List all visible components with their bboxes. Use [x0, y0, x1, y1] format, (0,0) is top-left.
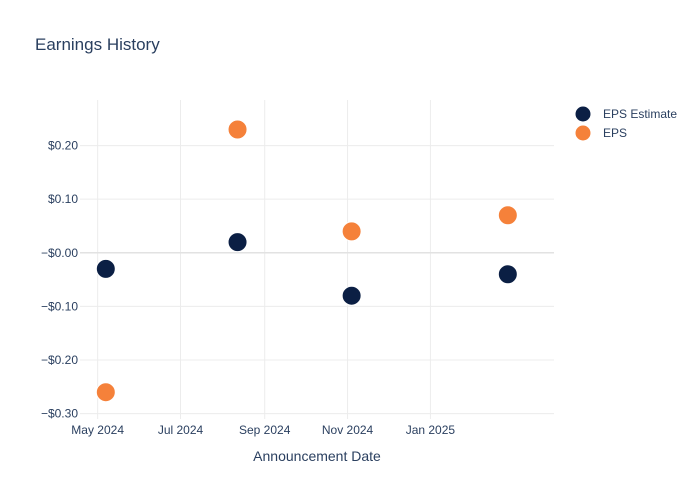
eps-estimate-point[interactable] [227, 232, 248, 253]
eps-estimate-point[interactable] [341, 285, 362, 306]
eps-point[interactable] [497, 205, 518, 226]
x-axis-ticks: May 2024 Jul 2024 Sep 2024 Nov 2024 Jan 2025 [71, 423, 455, 437]
eps-estimate-point[interactable] [497, 264, 518, 285]
chart-title: Earnings History [35, 35, 160, 54]
data-points [95, 119, 518, 403]
x-tick-label: Jul 2024 [158, 423, 204, 437]
legend-label: EPS [603, 126, 627, 140]
legend-marker [574, 105, 592, 123]
eps-estimate-point[interactable] [95, 258, 116, 279]
y-tick-label: −$0.00 [41, 246, 78, 260]
y-tick-label: $0.20 [48, 139, 78, 153]
y-tick-label: −$0.20 [41, 353, 78, 367]
x-tick-label: Nov 2024 [322, 423, 374, 437]
eps-point[interactable] [227, 119, 248, 140]
legend-label: EPS Estimate [603, 107, 677, 121]
legend: EPS Estimate EPS [574, 105, 677, 142]
eps-point[interactable] [341, 221, 362, 242]
x-tick-label: Jan 2025 [406, 423, 456, 437]
x-tick-label: Sep 2024 [239, 423, 291, 437]
x-tick-label: May 2024 [71, 423, 124, 437]
grid-lines [80, 100, 554, 419]
y-axis-ticks: $0.20 $0.10 −$0.00 −$0.10 −$0.20 −$0.30 [41, 139, 78, 421]
x-axis-title: Announcement Date [253, 448, 381, 464]
y-tick-label: −$0.30 [41, 407, 78, 421]
y-tick-label: −$0.10 [41, 299, 78, 313]
y-tick-label: $0.10 [48, 192, 78, 206]
eps-point[interactable] [95, 382, 116, 403]
legend-marker [574, 124, 592, 142]
